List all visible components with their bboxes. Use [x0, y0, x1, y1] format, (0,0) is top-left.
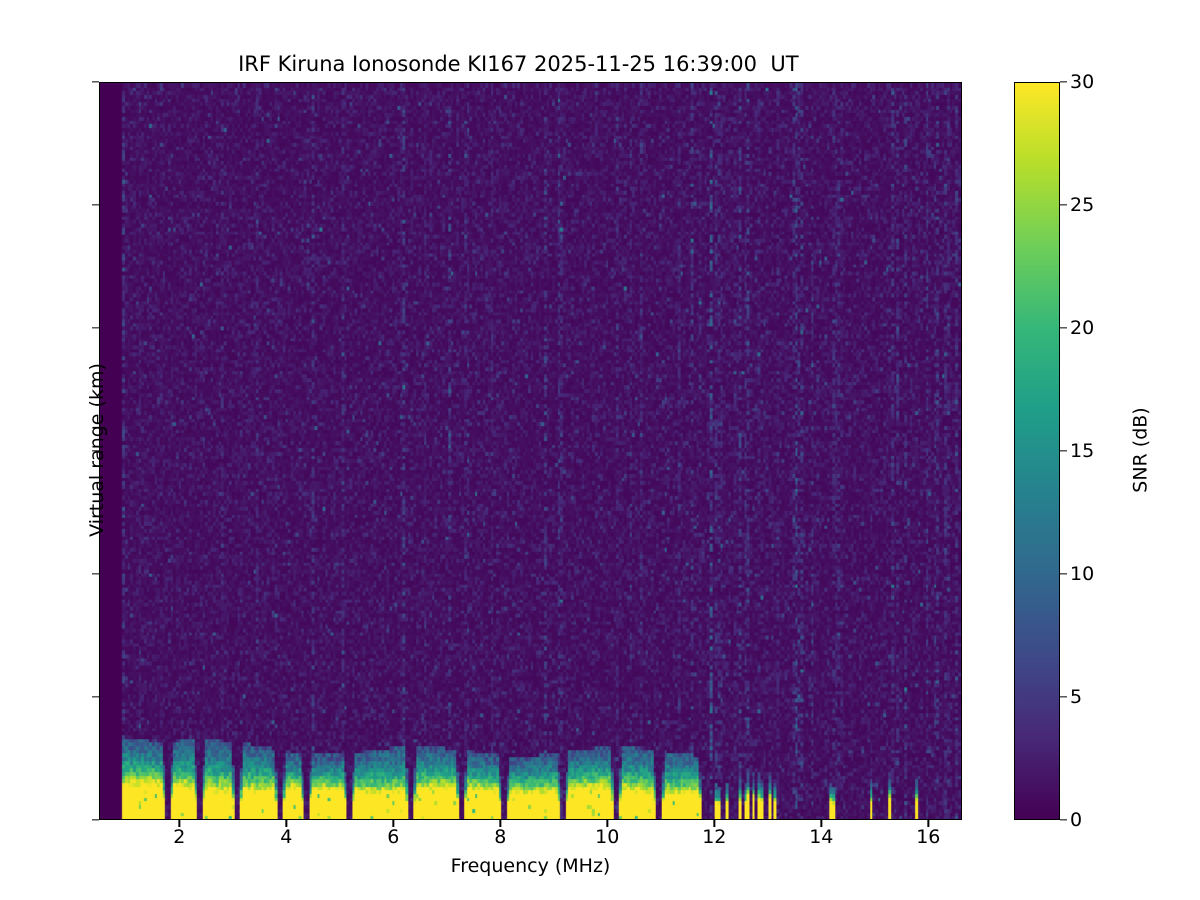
colorbar-tick-mark: [1060, 81, 1067, 83]
x-tick-label: 16: [916, 826, 941, 848]
colorbar-tick-mark: [1060, 204, 1067, 206]
x-tick-label: 2: [173, 826, 186, 848]
colorbar: [1014, 82, 1060, 820]
colorbar-tick-label: 20: [1070, 317, 1095, 339]
colorbar-tick-mark: [1060, 450, 1067, 452]
colorbar-tick-mark: [1060, 327, 1067, 329]
x-tick-mark: [285, 820, 287, 827]
x-tick-mark: [606, 820, 608, 827]
x-tick-label: 4: [280, 826, 293, 848]
x-tick-label: 6: [387, 826, 400, 848]
x-tick-label: 10: [595, 826, 620, 848]
y-tick-mark: [92, 696, 99, 698]
ionogram-plot-area: [99, 82, 962, 820]
colorbar-tick-label: 15: [1070, 440, 1095, 462]
x-tick-label: 8: [494, 826, 507, 848]
x-tick-mark: [713, 820, 715, 827]
colorbar-tick-label: 30: [1070, 71, 1095, 93]
x-tick-label: 14: [809, 826, 834, 848]
x-tick-mark: [820, 820, 822, 827]
colorbar-gradient: [1015, 83, 1059, 819]
x-tick-mark: [178, 820, 180, 827]
x-axis-label: Frequency (MHz): [450, 855, 611, 877]
x-tick-mark: [927, 820, 929, 827]
x-tick-mark: [392, 820, 394, 827]
x-tick-mark: [499, 820, 501, 827]
title-line-1: IRF Kiruna Ionosonde KI167 2025-11-25 16…: [238, 52, 799, 76]
colorbar-tick-label: 5: [1070, 686, 1083, 708]
y-tick-mark: [92, 327, 99, 329]
colorbar-tick-mark: [1060, 573, 1067, 575]
colorbar-tick-label: 25: [1070, 194, 1095, 216]
x-tick-label: 12: [702, 826, 727, 848]
y-tick-mark: [92, 204, 99, 206]
y-tick-mark: [92, 573, 99, 575]
ionogram-heatmap: [100, 83, 961, 819]
colorbar-label: SNR (dB): [1129, 407, 1152, 493]
colorbar-tick-mark: [1060, 819, 1067, 821]
colorbar-tick-label: 10: [1070, 563, 1095, 585]
colorbar-tick-label: 0: [1070, 809, 1083, 831]
colorbar-tick-mark: [1060, 696, 1067, 698]
y-tick-mark: [92, 450, 99, 452]
y-tick-mark: [92, 819, 99, 821]
y-tick-mark: [92, 81, 99, 83]
